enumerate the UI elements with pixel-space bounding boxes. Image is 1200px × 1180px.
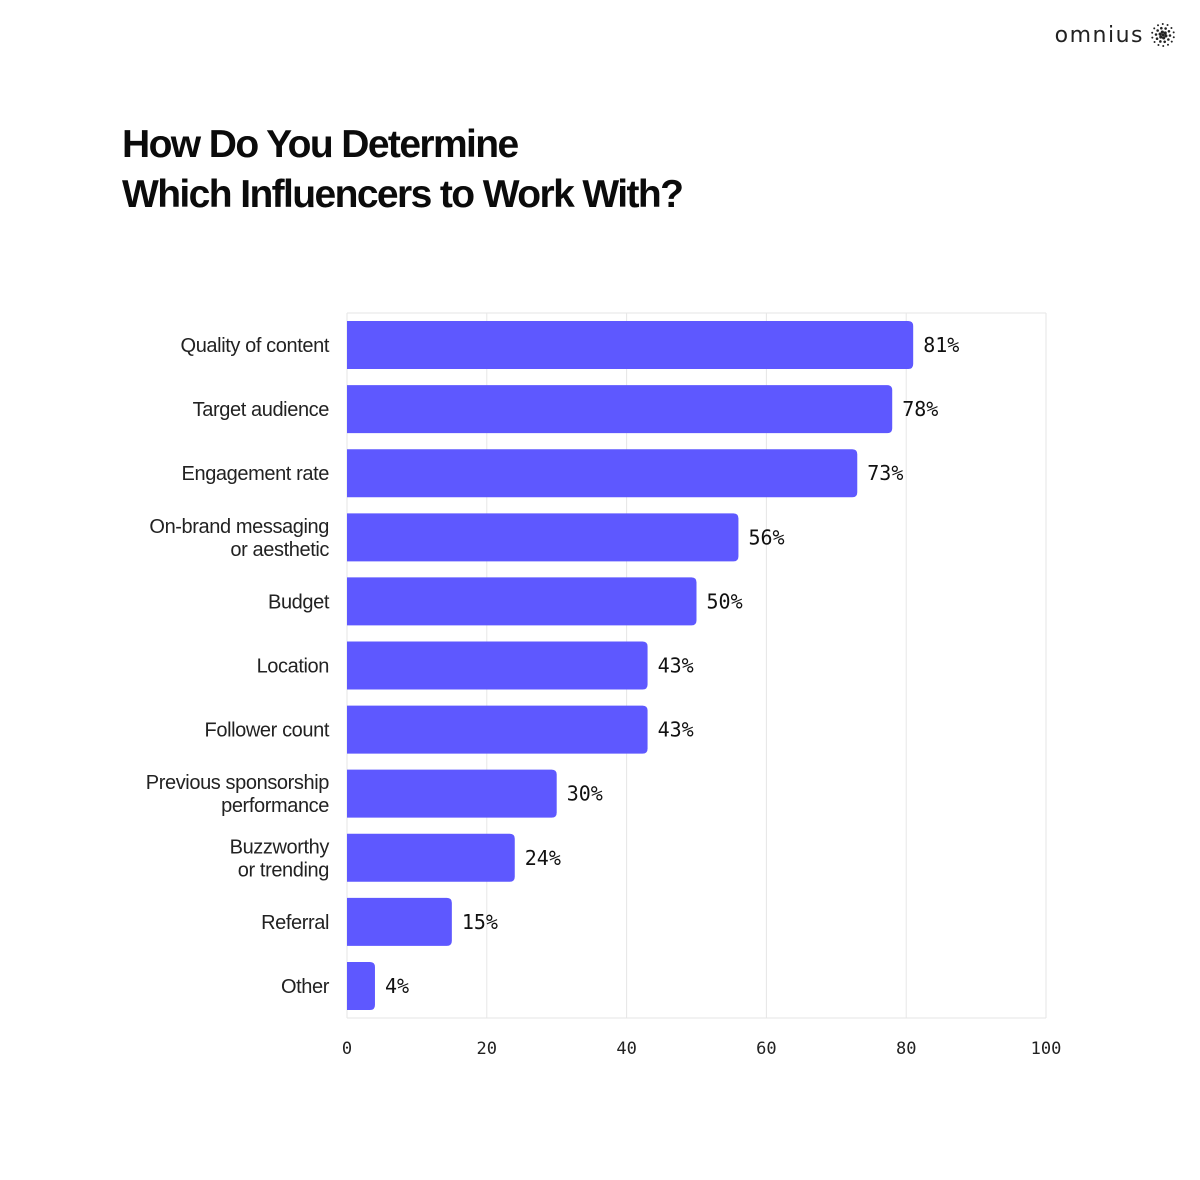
category-label: Follower count — [205, 720, 330, 742]
bar — [347, 449, 858, 498]
chart-title-line-1: How Do You Determine — [122, 123, 519, 166]
category-label: Location — [257, 656, 329, 678]
bar — [347, 513, 739, 562]
sunburst-dots-icon — [1151, 23, 1175, 47]
bar-value-label: 73% — [867, 461, 903, 485]
bar — [347, 321, 914, 370]
category-label: Other — [281, 976, 330, 998]
category-label: On-brand messaging or aesthetic — [149, 516, 329, 561]
x-tick-label: 60 — [756, 1039, 776, 1059]
bar-value-label: 15% — [462, 910, 498, 934]
bar-value-label: 78% — [902, 397, 938, 421]
bar-value-label: 43% — [658, 718, 694, 742]
bar — [347, 897, 452, 946]
bar-value-label: 4% — [385, 974, 409, 998]
bar — [347, 577, 697, 626]
brand-logo: omnius — [1055, 22, 1176, 48]
bar — [347, 961, 375, 1010]
bar-value-label: 30% — [567, 782, 603, 806]
chart-title: How Do You Determine Which Influencers t… — [122, 120, 684, 220]
bar-value-label: 43% — [658, 654, 694, 678]
bar — [347, 833, 515, 882]
bar-value-label: 81% — [923, 333, 959, 357]
bar — [347, 705, 648, 754]
category-label: Quality of content — [181, 335, 330, 357]
x-tick-label: 0 — [342, 1039, 352, 1059]
x-tick-label: 40 — [616, 1039, 636, 1059]
bar-value-label: 24% — [525, 846, 561, 870]
brand-name: omnius — [1054, 22, 1144, 48]
x-tick-label: 80 — [896, 1039, 916, 1059]
bar — [347, 769, 557, 818]
category-label: Budget — [268, 591, 330, 613]
category-label: Previous sponsorship performance — [146, 772, 329, 817]
x-tick-label: 100 — [1031, 1039, 1062, 1059]
category-label: Target audience — [193, 399, 330, 421]
category-label: Buzzworthy or trending — [230, 836, 330, 881]
bar — [347, 641, 648, 690]
bar-value-label: 56% — [748, 525, 784, 549]
bar-value-label: 50% — [707, 589, 743, 613]
category-label: Engagement rate — [182, 463, 330, 485]
chart-title-line-2: Which Influencers to Work With? — [122, 173, 684, 216]
category-label: Referral — [261, 912, 329, 934]
x-tick-label: 20 — [477, 1039, 497, 1059]
bar — [347, 385, 893, 434]
